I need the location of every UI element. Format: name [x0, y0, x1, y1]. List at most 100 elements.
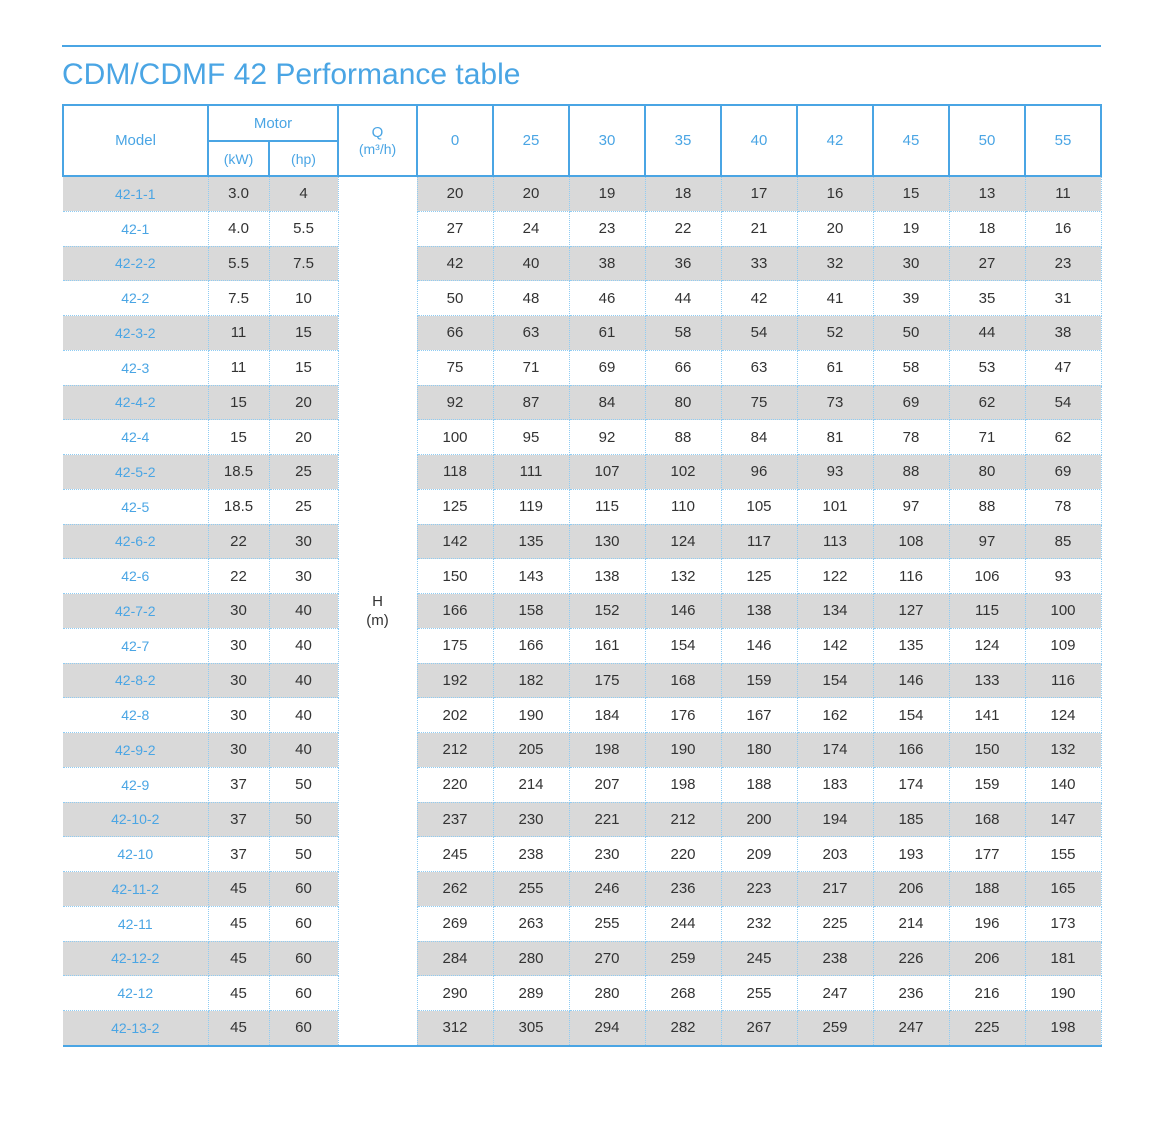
- value-cell: 53: [948, 349, 1026, 386]
- col-header-flow-40: 40: [720, 104, 798, 177]
- hp-cell: 15: [268, 349, 339, 386]
- model-cell: 42-3-2: [63, 315, 209, 351]
- kw-cell: 22: [207, 523, 270, 560]
- value-cell: 237: [416, 801, 494, 838]
- value-cell: 244: [644, 905, 722, 942]
- value-cell: 11: [1024, 175, 1102, 212]
- model-cell: 42-4: [63, 419, 209, 455]
- value-cell: 106: [948, 558, 1026, 594]
- value-cell: 268: [644, 975, 722, 1011]
- value-cell: 238: [796, 940, 874, 977]
- catalog-page: CDM/CDMF 42 Performance table Model Moto…: [62, 45, 1102, 1047]
- value-cell: 93: [1024, 558, 1102, 594]
- value-cell: 175: [416, 627, 494, 664]
- model-cell: 42-4-2: [63, 384, 209, 421]
- value-cell: 181: [1024, 940, 1102, 977]
- kw-cell: 11: [207, 349, 270, 386]
- value-cell: 217: [796, 871, 874, 907]
- value-cell: 236: [644, 871, 722, 907]
- value-cell: 93: [796, 454, 874, 490]
- hp-cell: 4: [268, 175, 339, 212]
- value-cell: 61: [568, 315, 646, 351]
- table-row: 42-9 37 50 220 214 207 198 188 183 174 159 140: [63, 766, 1102, 803]
- value-cell: 290: [416, 975, 494, 1011]
- value-cell: 159: [720, 662, 798, 699]
- value-cell: 202: [416, 697, 494, 733]
- value-cell: 80: [948, 454, 1026, 490]
- table-row: 42-3-2 11 15 66 63 61 58 54 52 50 44 38: [63, 315, 1102, 351]
- value-cell: 166: [492, 627, 570, 664]
- h-unit-cell: H (m): [337, 175, 418, 1047]
- value-cell: 115: [948, 593, 1026, 629]
- h-unit: (m): [366, 611, 389, 629]
- hp-cell: 40: [268, 662, 339, 699]
- hp-cell: 60: [268, 1009, 339, 1047]
- hp-cell: 60: [268, 905, 339, 942]
- kw-cell: 18.5: [207, 454, 270, 490]
- value-cell: 97: [948, 523, 1026, 560]
- value-cell: 124: [644, 523, 722, 560]
- table-header: Model Motor Q (m³/h) 0 25 30 35 40 42 45…: [62, 104, 1102, 177]
- value-cell: 223: [720, 871, 798, 907]
- value-cell: 154: [796, 662, 874, 699]
- value-cell: 111: [492, 454, 570, 490]
- value-cell: 282: [644, 1009, 722, 1047]
- value-cell: 194: [796, 801, 874, 838]
- hp-cell: 60: [268, 940, 339, 977]
- value-cell: 88: [644, 419, 722, 455]
- hp-cell: 15: [268, 315, 339, 351]
- value-cell: 188: [948, 871, 1026, 907]
- table-row: 42-2-2 5.5 7.5 42 40 38 36 33 32 30 27 23: [63, 245, 1102, 282]
- value-cell: 184: [568, 697, 646, 733]
- value-cell: 84: [720, 419, 798, 455]
- value-cell: 206: [872, 871, 950, 907]
- table-body: 42-1-1 3.0 4 H (m) 20 20 19 18 17 16 15 13 11 42-1 4.0 5…: [63, 175, 1102, 1047]
- table-row: 42-4 15 20 100 95 92 88 84 81 78 71 62: [63, 419, 1102, 455]
- model-cell: 42-8-2: [63, 662, 209, 699]
- value-cell: 18: [948, 210, 1026, 247]
- value-cell: 22: [644, 210, 722, 247]
- kw-cell: 45: [207, 1009, 270, 1047]
- value-cell: 150: [416, 558, 494, 594]
- value-cell: 69: [872, 384, 950, 421]
- value-cell: 32: [796, 245, 874, 282]
- value-cell: 21: [720, 210, 798, 247]
- value-cell: 284: [416, 940, 494, 977]
- value-cell: 143: [492, 558, 570, 594]
- table-row: 42-4-2 15 20 92 87 84 80 75 73 69 62 54: [63, 384, 1102, 421]
- value-cell: 122: [796, 558, 874, 594]
- col-header-flow-42: 42: [796, 104, 874, 177]
- table-row: 42-3 11 15 75 71 69 66 63 61 58 53 47: [63, 349, 1102, 386]
- value-cell: 230: [492, 801, 570, 838]
- value-cell: 142: [796, 627, 874, 664]
- table-row: 42-12 45 60 290 289 280 268 255 247 236 216 190: [63, 975, 1102, 1011]
- col-header-model: Model: [62, 104, 209, 177]
- value-cell: 66: [416, 315, 494, 351]
- table-row: 42-10-2 37 50 237 230 221 212 200 194 185 168 147: [63, 801, 1102, 838]
- value-cell: 159: [948, 766, 1026, 803]
- value-cell: 62: [948, 384, 1026, 421]
- col-header-flow-55: 55: [1024, 104, 1102, 177]
- value-cell: 158: [492, 593, 570, 629]
- value-cell: 105: [720, 488, 798, 525]
- value-cell: 66: [644, 349, 722, 386]
- value-cell: 270: [568, 940, 646, 977]
- value-cell: 146: [872, 662, 950, 699]
- kw-cell: 30: [207, 732, 270, 768]
- value-cell: 154: [872, 697, 950, 733]
- value-cell: 23: [1024, 245, 1102, 282]
- value-cell: 46: [568, 280, 646, 316]
- table-row: 42-10 37 50 245 238 230 220 209 203 193 177 155: [63, 836, 1102, 872]
- value-cell: 162: [796, 697, 874, 733]
- value-cell: 198: [568, 732, 646, 768]
- model-cell: 42-9: [63, 766, 209, 803]
- value-cell: 47: [1024, 349, 1102, 386]
- value-cell: 182: [492, 662, 570, 699]
- value-cell: 196: [948, 905, 1026, 942]
- hp-cell: 40: [268, 593, 339, 629]
- col-header-flow-35: 35: [644, 104, 722, 177]
- value-cell: 109: [1024, 627, 1102, 664]
- value-cell: 255: [568, 905, 646, 942]
- value-cell: 61: [796, 349, 874, 386]
- value-cell: 205: [492, 732, 570, 768]
